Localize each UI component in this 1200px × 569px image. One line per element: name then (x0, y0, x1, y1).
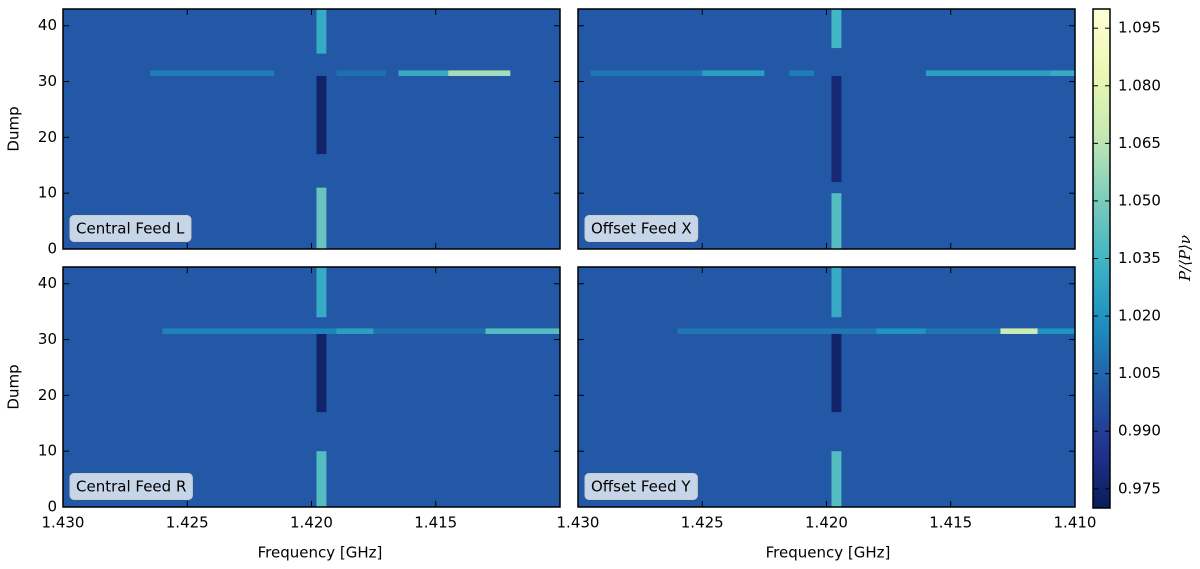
heatmap-background (63, 9, 560, 249)
colorbar-tick-label: 1.080 (1118, 76, 1161, 94)
x-tick-label: 1.430 (42, 514, 85, 532)
heatmap-cell (1037, 328, 1075, 334)
x-tick-label: 1.425 (681, 514, 724, 532)
heatmap-cell (336, 328, 374, 334)
panel-label-box (584, 473, 698, 500)
colorbar-tick-label: 0.975 (1118, 479, 1161, 497)
panel-label: Central Feed R (76, 478, 186, 496)
panel-label: Central Feed L (76, 220, 185, 238)
heatmap-cell (373, 328, 486, 334)
heatmap-cell (149, 70, 275, 76)
panel-label-box (69, 215, 192, 242)
panel-frame (577, 266, 1076, 508)
y-axis-label: Dump (5, 106, 23, 151)
heatmap-cell (831, 333, 842, 413)
heatmap-cell (316, 9, 327, 54)
heatmap-cell (925, 70, 1051, 76)
heatmap-cell (316, 75, 327, 155)
y-tick-label: 40 (38, 16, 57, 34)
heatmap-cell (398, 70, 449, 76)
colorbar-tick-label: 1.020 (1118, 307, 1161, 325)
heatmap-cell (831, 9, 842, 49)
y-tick-label: 0 (47, 240, 57, 258)
heatmap-cell (831, 451, 842, 507)
heatmap-cell (831, 193, 842, 249)
colorbar-tick-label: 1.005 (1118, 364, 1161, 382)
panel-frame (62, 266, 561, 508)
x-tick-label: 1.420 (290, 514, 333, 532)
y-tick-label: 10 (38, 442, 57, 460)
colorbar-label: P/⟨P⟩ν (1176, 235, 1194, 282)
heatmap-cell (702, 70, 765, 76)
heatmap-cell (162, 328, 337, 334)
panel-label-box (69, 473, 193, 500)
y-tick-label: 40 (38, 274, 57, 292)
colorbar-tick-label: 1.065 (1118, 134, 1161, 152)
heatmap-cell (677, 328, 877, 334)
x-tick-label: 1.415 (929, 514, 972, 532)
y-tick-label: 0 (47, 498, 57, 516)
x-tick-label: 1.425 (166, 514, 209, 532)
heatmap-cell (448, 70, 511, 76)
heatmap-cell (789, 70, 815, 76)
y-tick-label: 20 (38, 386, 57, 404)
colorbar-tick-label: 1.050 (1118, 191, 1161, 209)
heatmap-cell (925, 328, 1001, 334)
heatmap-background (578, 267, 1075, 507)
y-tick-label: 30 (38, 330, 57, 348)
heatmap-cell (831, 267, 842, 318)
heatmap-cell (1050, 70, 1075, 76)
heatmap-cell (336, 70, 387, 76)
x-tick-label: 1.420 (805, 514, 848, 532)
heatmap-cell (316, 333, 327, 413)
colorbar-tick-label: 1.035 (1118, 249, 1161, 267)
panel-frame (577, 8, 1076, 250)
x-axis-label: Frequency [GHz] (258, 544, 383, 562)
heatmap-cell (316, 267, 327, 318)
colorbar-tick-label: 1.095 (1118, 19, 1161, 37)
heatmap-cell (831, 75, 842, 183)
colorbar-tick-label: 0.990 (1118, 422, 1161, 440)
heatmap-background (63, 267, 560, 507)
x-tick-label: 1.415 (414, 514, 457, 532)
panel-label: Offset Feed Y (591, 478, 691, 496)
x-tick-label: 1.410 (1054, 514, 1097, 532)
y-axis-label: Dump (5, 364, 23, 409)
heatmap-cell (316, 187, 327, 249)
panel-frame (62, 8, 561, 250)
heatmap-cell (590, 70, 703, 76)
y-tick-label: 30 (38, 72, 57, 90)
heatmap-cell (485, 328, 560, 334)
y-tick-label: 20 (38, 128, 57, 146)
heatmap-cell (316, 451, 327, 507)
heatmap-background (578, 9, 1075, 249)
panel-label-box (584, 215, 699, 242)
x-axis-label: Frequency [GHz] (766, 544, 891, 562)
y-tick-label: 10 (38, 184, 57, 202)
panel-label: Offset Feed X (591, 220, 692, 238)
x-tick-label: 1.430 (557, 514, 600, 532)
heatmap-cell (1000, 328, 1038, 334)
heatmap-cell (876, 328, 926, 334)
